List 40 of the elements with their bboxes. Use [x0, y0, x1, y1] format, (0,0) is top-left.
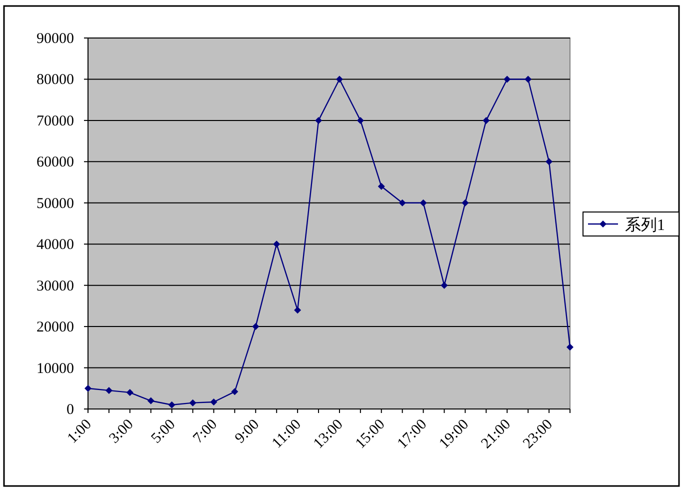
point — [440, 282, 448, 289]
point — [231, 388, 238, 396]
y-tick-label: 10000 — [36, 360, 74, 377]
point — [252, 323, 260, 330]
x-tick-label: 1:00 — [64, 416, 95, 447]
point — [462, 199, 469, 206]
y-tick-label: 0 — [66, 402, 74, 418]
point — [566, 344, 574, 351]
y-tick-label: 30000 — [36, 278, 74, 294]
x-tick-label: 7:00 — [190, 416, 221, 447]
point — [524, 76, 532, 83]
point — [168, 401, 176, 408]
point — [378, 182, 385, 190]
point — [147, 397, 154, 404]
point — [189, 399, 196, 406]
point — [126, 389, 134, 396]
y-tick-label: 40000 — [36, 237, 74, 254]
point — [105, 386, 112, 394]
point — [356, 116, 364, 124]
y-tick-label: 80000 — [36, 72, 74, 88]
point — [315, 116, 322, 124]
y-tick-label: 90000 — [36, 31, 74, 47]
point — [398, 199, 406, 206]
point — [420, 199, 427, 206]
y-tick-label: 20000 — [36, 320, 74, 336]
point — [210, 398, 218, 406]
point — [84, 384, 92, 392]
point — [294, 306, 302, 314]
x-tick-label: 5:00 — [148, 416, 179, 447]
y-tick-label: 60000 — [36, 154, 74, 171]
x-tick-label: 3:00 — [106, 416, 137, 447]
y-tick-label: 70000 — [36, 113, 74, 130]
point — [273, 240, 280, 248]
legend-label: 系列1 — [625, 216, 665, 234]
point — [504, 76, 511, 83]
x-tick-label: 9:00 — [232, 416, 262, 447]
point — [336, 76, 343, 83]
point — [482, 116, 490, 124]
y-tick-label: 50000 — [36, 196, 74, 212]
point — [546, 158, 553, 166]
